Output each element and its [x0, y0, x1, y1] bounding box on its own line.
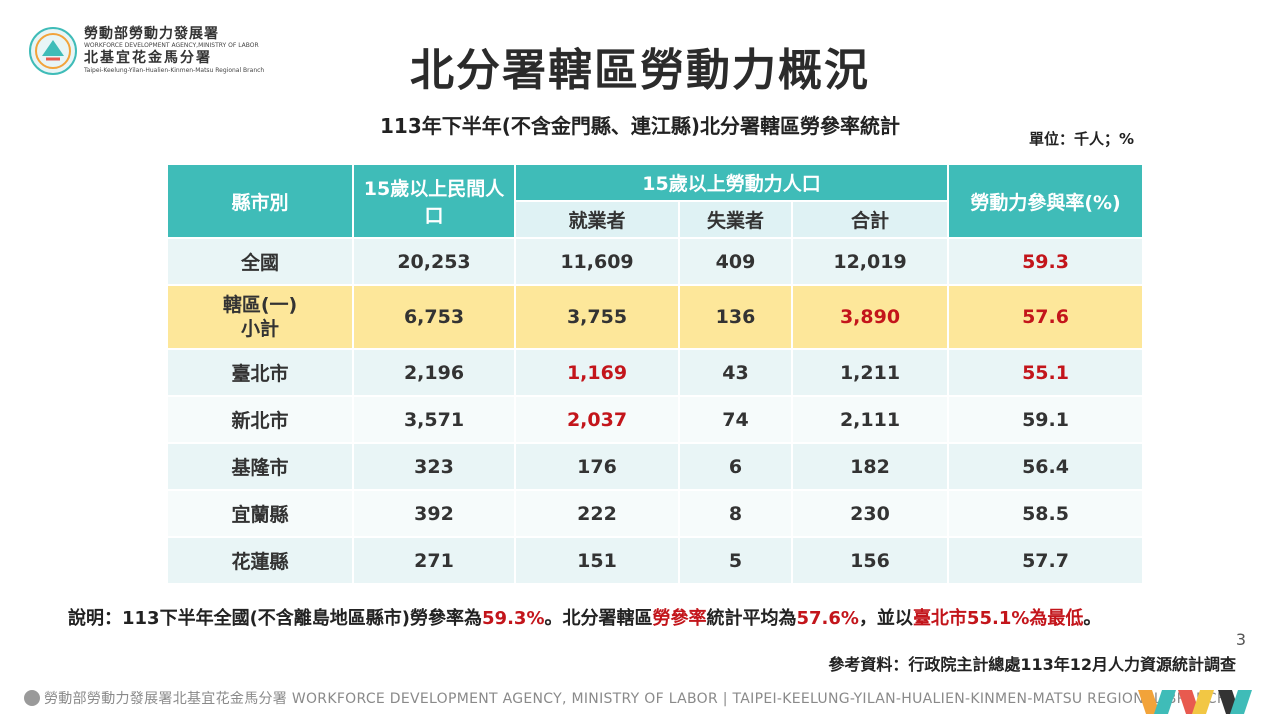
- header-civilian-population: 15歲以上民間人口: [352, 163, 516, 239]
- header-labor-force: 15歲以上勞動力人口: [513, 163, 950, 202]
- note-text: 。北分署轄區: [544, 608, 653, 629]
- cell-rate: 58.5: [947, 489, 1145, 538]
- cell-county: 宜蘭縣: [166, 489, 354, 538]
- logo-branch-en: Taipei-Keelung-Yilan-Hualien-Kinmen-Mats…: [84, 67, 265, 74]
- cell-civilian: 3,571: [352, 395, 516, 444]
- header-participation-rate: 勞動力參與率(%): [947, 163, 1145, 239]
- page-title: 北分署轄區勞動力概況: [410, 45, 870, 96]
- cell-employed: 151: [514, 536, 680, 585]
- cell-employed: 222: [514, 489, 680, 538]
- footer-text: 勞動部勞動力發展署北基宜花金馬分署 WORKFORCE DEVELOPMENT …: [44, 691, 1228, 707]
- cell-total: 3,890: [790, 284, 950, 350]
- cell-county: 基隆市: [166, 442, 354, 491]
- cell-civilian: 323: [352, 442, 516, 491]
- cell-total: 2,111: [790, 395, 950, 444]
- header-county: 縣市別: [166, 163, 354, 239]
- cell-rate: 59.1: [947, 395, 1145, 444]
- footer-agency-icon: [24, 690, 40, 706]
- cell-civilian: 6,753: [352, 284, 516, 350]
- footer: 勞動部勞動力發展署北基宜花金馬分署 WORKFORCE DEVELOPMENT …: [0, 684, 1280, 720]
- cell-employed: 11,609: [514, 237, 680, 286]
- cell-county: 全國: [166, 237, 354, 286]
- source-reference: 參考資料：行政院主計總處113年12月人力資源統計調查: [828, 655, 1236, 674]
- table-subtitle: 113年下半年(不含金門縣、連江縣)北分署轄區勞參率統計: [379, 114, 901, 138]
- table-row: 全國 20,253 11,609 409 12,019 59.3: [166, 237, 1145, 286]
- footer-brand-logo-icon: [1138, 690, 1252, 714]
- note-text: ，並以: [858, 608, 913, 629]
- cell-rate: 59.3: [947, 237, 1145, 286]
- cell-unemployed: 5: [678, 536, 793, 585]
- cell-unemployed: 8: [678, 489, 793, 538]
- cell-county: 花蓮縣: [166, 536, 354, 585]
- cell-employed: 176: [514, 442, 680, 491]
- note-lowest: 臺北市55.1%為最低: [912, 608, 1084, 629]
- cell-employed: 1,169: [514, 348, 680, 397]
- cell-civilian: 392: [352, 489, 516, 538]
- page-number: 3: [1235, 630, 1246, 649]
- table-row: 基隆市 323 176 6 182 56.4: [166, 442, 1145, 491]
- cell-unemployed: 409: [678, 237, 793, 286]
- cell-rate: 57.6: [947, 284, 1145, 350]
- unit-label: 單位：千人；%: [1028, 130, 1134, 148]
- cell-rate: 56.4: [947, 442, 1145, 491]
- note-text: 。: [1083, 608, 1102, 629]
- cell-unemployed: 43: [678, 348, 793, 397]
- cell-county: 轄區(一) 小計: [166, 284, 354, 350]
- cell-civilian: 271: [352, 536, 516, 585]
- cell-rate: 55.1: [947, 348, 1145, 397]
- agency-logo: 勞動部勞動力發展署 WORKFORCE DEVELOPMENT AGENCY,M…: [28, 26, 288, 82]
- explanation-note: 說明：113下半年全國(不含離島地區縣市)勞參率為59.3%。北分署轄區勞參率統…: [68, 598, 1228, 640]
- table-row: 宜蘭縣 392 222 8 230 58.5: [166, 489, 1145, 538]
- note-keyword: 勞參率: [652, 608, 707, 629]
- cell-unemployed: 136: [678, 284, 793, 350]
- header-employed: 就業者: [514, 200, 680, 239]
- note-national-rate: 59.3%: [482, 608, 545, 629]
- cell-total: 12,019: [790, 237, 950, 286]
- note-regional-rate: 57.6%: [796, 608, 859, 629]
- header-unemployed: 失業者: [678, 200, 793, 239]
- cell-total: 156: [790, 536, 950, 585]
- note-text: 統計平均為: [706, 608, 797, 629]
- cell-rate: 57.7: [947, 536, 1145, 585]
- header-total: 合計: [790, 200, 950, 239]
- cell-unemployed: 74: [678, 395, 793, 444]
- cell-total: 1,211: [790, 348, 950, 397]
- table-row: 臺北市 2,196 1,169 43 1,211 55.1: [166, 348, 1145, 397]
- logo-title-zh: 勞動部勞動力發展署: [84, 26, 219, 42]
- note-text: 說明：113下半年全國(不含離島地區縣市)勞參率為: [68, 608, 483, 629]
- cell-employed: 3,755: [514, 284, 680, 350]
- cell-civilian: 20,253: [352, 237, 516, 286]
- labor-stats-table: 縣市別 15歲以上民間人口 15歲以上勞動力人口 勞動力參與率(%) 就業者 失…: [166, 163, 1145, 585]
- cell-total: 182: [790, 442, 950, 491]
- table-row: 新北市 3,571 2,037 74 2,111 59.1: [166, 395, 1145, 444]
- table-row-subtotal: 轄區(一) 小計 6,753 3,755 136 3,890 57.6: [166, 284, 1145, 350]
- table-row: 花蓮縣 271 151 5 156 57.7: [166, 536, 1145, 585]
- cell-county: 新北市: [166, 395, 354, 444]
- cell-civilian: 2,196: [352, 348, 516, 397]
- logo-branch-zh: 北基宜花金馬分署: [84, 50, 212, 66]
- cell-county: 臺北市: [166, 348, 354, 397]
- cell-employed: 2,037: [514, 395, 680, 444]
- agency-emblem-icon: [29, 27, 77, 75]
- cell-unemployed: 6: [678, 442, 793, 491]
- logo-title-en: WORKFORCE DEVELOPMENT AGENCY,MINISTRY OF…: [84, 42, 259, 49]
- cell-total: 230: [790, 489, 950, 538]
